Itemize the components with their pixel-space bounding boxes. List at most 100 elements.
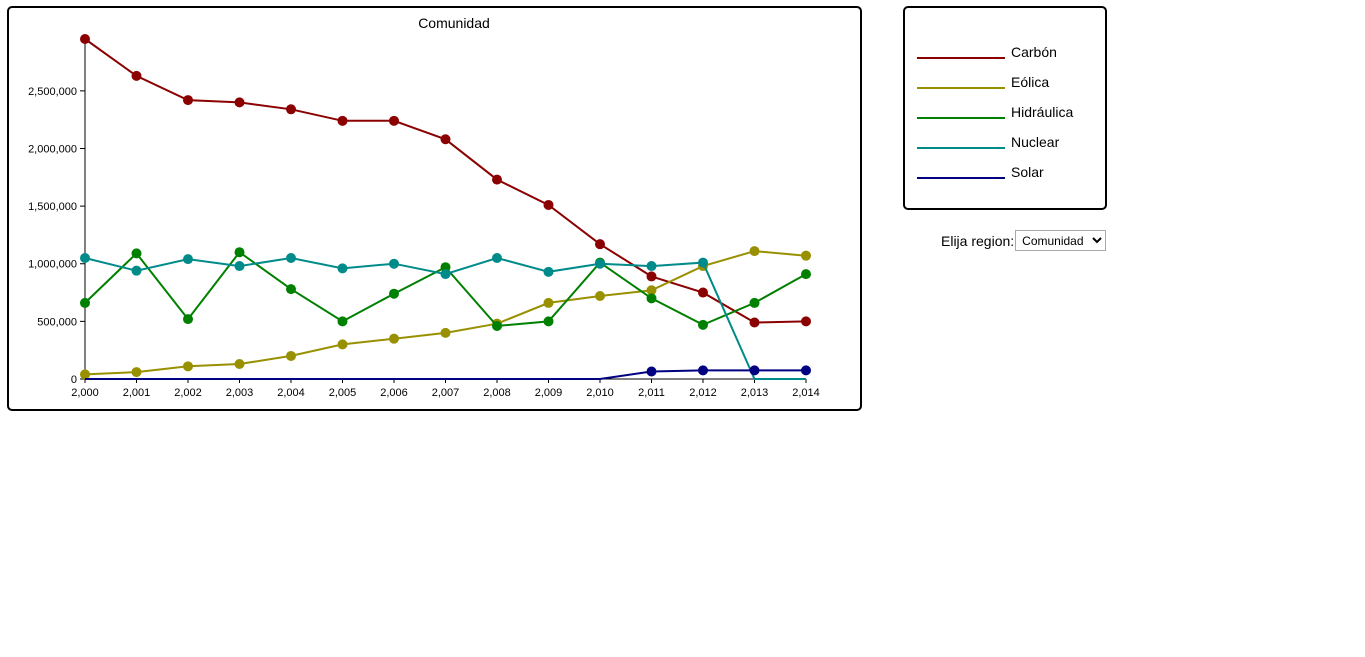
data-point[interactable] xyxy=(183,361,193,372)
data-point[interactable] xyxy=(749,317,760,328)
data-point[interactable] xyxy=(698,287,708,298)
line-chart: Comunidad 0 500,000 1,000,000 1,500,000 2,00… xyxy=(28,15,820,399)
data-point[interactable] xyxy=(595,239,605,250)
y-tick-label: 0 xyxy=(71,374,77,386)
legend-label: Nuclear xyxy=(1011,134,1060,150)
data-point[interactable] xyxy=(337,316,348,327)
data-point[interactable] xyxy=(492,320,502,331)
legend: Carbón Eólica Hidráulica Nuclear Solar xyxy=(917,44,1073,180)
legend-label: Carbón xyxy=(1011,44,1057,60)
data-point[interactable] xyxy=(646,271,657,282)
series-line xyxy=(84,38,807,324)
data-point[interactable] xyxy=(286,350,296,361)
x-tick-label: 2,000 xyxy=(71,387,99,399)
x-axis: 2,000 2,001 2,002 2,003 2,004 2,005 2,006 2,007… xyxy=(71,378,820,399)
x-tick-label: 2,009 xyxy=(535,387,563,399)
data-point[interactable] xyxy=(183,314,193,325)
legend-panel: Carbón Eólica Hidráulica Nuclear Solar xyxy=(903,6,1107,210)
x-tick-label: 2,013 xyxy=(741,387,769,399)
x-tick-label: 2,002 xyxy=(174,387,202,399)
x-tick-label: 2,004 xyxy=(277,387,305,399)
data-point[interactable] xyxy=(337,339,348,350)
legend-label: Eólica xyxy=(1011,74,1049,90)
data-point[interactable] xyxy=(698,257,708,268)
data-point[interactable] xyxy=(543,297,554,308)
x-tick-label: 2,006 xyxy=(380,387,408,399)
region-label: Elija region: xyxy=(941,232,1015,249)
data-point[interactable] xyxy=(801,316,811,327)
data-point[interactable] xyxy=(749,246,760,257)
data-point[interactable] xyxy=(337,263,348,274)
series-0 xyxy=(80,34,811,328)
data-point[interactable] xyxy=(131,248,142,259)
data-point[interactable] xyxy=(234,97,245,108)
data-point[interactable] xyxy=(646,261,657,272)
chart-panel: Comunidad 0 500,000 1,000,000 1,500,000 2,00… xyxy=(7,6,862,411)
data-point[interactable] xyxy=(286,284,296,295)
data-point[interactable] xyxy=(646,285,657,296)
legend-label: Hidráulica xyxy=(1011,104,1073,120)
data-point[interactable] xyxy=(595,291,605,302)
y-tick-label: 500,000 xyxy=(37,316,77,328)
data-point[interactable] xyxy=(131,70,142,81)
data-point[interactable] xyxy=(286,104,296,115)
data-point[interactable] xyxy=(801,365,811,376)
data-point[interactable] xyxy=(389,258,399,269)
x-tick-label: 2,007 xyxy=(432,387,460,399)
data-point[interactable] xyxy=(543,266,554,277)
data-point[interactable] xyxy=(440,327,451,338)
data-point[interactable] xyxy=(646,366,657,377)
legend-item: Carbón xyxy=(917,44,1057,60)
data-point[interactable] xyxy=(80,34,90,44)
x-tick-label: 2,008 xyxy=(483,387,511,399)
data-point[interactable] xyxy=(234,261,245,272)
x-tick-label: 2,014 xyxy=(792,387,820,399)
series-4 xyxy=(85,365,811,380)
data-point[interactable] xyxy=(440,134,451,145)
data-point[interactable] xyxy=(543,316,554,327)
data-point[interactable] xyxy=(646,293,657,304)
data-point[interactable] xyxy=(131,265,142,276)
x-tick-label: 2,011 xyxy=(638,387,665,399)
data-point[interactable] xyxy=(801,250,811,261)
data-point[interactable] xyxy=(492,252,502,263)
x-tick-label: 2,012 xyxy=(689,387,717,399)
chart-title: Comunidad xyxy=(418,15,490,31)
data-point[interactable] xyxy=(543,199,554,210)
legend-item: Hidráulica xyxy=(917,104,1073,120)
data-point[interactable] xyxy=(749,365,760,376)
legend-label: Solar xyxy=(1011,164,1044,180)
data-point[interactable] xyxy=(389,288,399,299)
x-tick-label: 2,005 xyxy=(329,387,357,399)
data-point[interactable] xyxy=(440,262,451,273)
data-point[interactable] xyxy=(801,269,811,280)
data-point[interactable] xyxy=(389,115,399,126)
data-point[interactable] xyxy=(389,333,399,344)
x-tick-label: 2,001 xyxy=(123,387,151,399)
data-point[interactable] xyxy=(183,254,193,265)
data-point[interactable] xyxy=(80,297,90,308)
y-tick-label: 2,500,000 xyxy=(28,86,77,98)
data-point[interactable] xyxy=(492,174,502,185)
region-select[interactable]: Comunidad xyxy=(1015,230,1107,251)
data-point[interactable] xyxy=(80,369,90,380)
data-point[interactable] xyxy=(440,269,451,280)
series-line xyxy=(85,369,806,380)
data-point[interactable] xyxy=(337,115,348,126)
data-point[interactable] xyxy=(698,365,708,376)
data-point[interactable] xyxy=(131,367,142,378)
y-tick-label: 1,500,000 xyxy=(28,201,77,213)
data-point[interactable] xyxy=(80,252,90,263)
data-point[interactable] xyxy=(234,359,245,370)
series-3 xyxy=(80,252,806,380)
legend-item: Solar xyxy=(917,164,1044,180)
data-point[interactable] xyxy=(595,258,605,269)
legend-item: Eólica xyxy=(917,74,1049,90)
data-point[interactable] xyxy=(698,319,708,330)
x-tick-label: 2,003 xyxy=(226,387,254,399)
data-point[interactable] xyxy=(286,252,296,263)
data-point[interactable] xyxy=(183,95,193,106)
data-point[interactable] xyxy=(234,247,245,258)
legend-item: Nuclear xyxy=(917,134,1060,150)
data-point[interactable] xyxy=(749,297,760,308)
